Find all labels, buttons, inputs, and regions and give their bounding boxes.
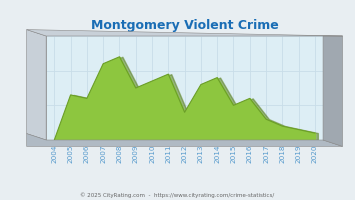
Polygon shape xyxy=(323,36,343,146)
Text: © 2025 CityRating.com  -  https://www.cityrating.com/crime-statistics/: © 2025 CityRating.com - https://www.city… xyxy=(80,192,275,198)
Polygon shape xyxy=(27,30,46,140)
Title: Montgomery Violent Crime: Montgomery Violent Crime xyxy=(91,19,278,32)
Polygon shape xyxy=(27,30,343,36)
Polygon shape xyxy=(27,134,343,146)
